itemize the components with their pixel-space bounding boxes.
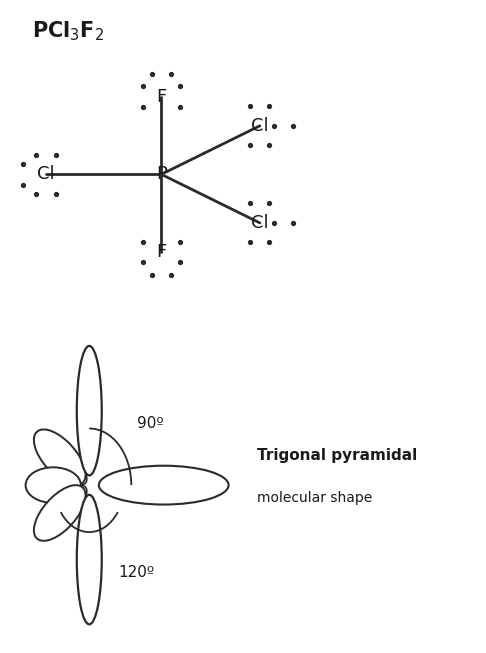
Ellipse shape: [62, 486, 87, 513]
Ellipse shape: [34, 485, 86, 541]
Text: F: F: [156, 88, 166, 106]
Ellipse shape: [77, 346, 102, 475]
Text: Cl: Cl: [251, 117, 269, 135]
Text: Cl: Cl: [37, 165, 55, 183]
Ellipse shape: [34, 430, 86, 485]
Text: PCl$_3$F$_2$: PCl$_3$F$_2$: [32, 19, 104, 42]
Text: P: P: [156, 165, 167, 183]
Text: 90º: 90º: [138, 416, 164, 431]
Ellipse shape: [77, 495, 102, 624]
Ellipse shape: [62, 457, 87, 485]
Text: 120º: 120º: [118, 565, 154, 580]
Ellipse shape: [26, 468, 81, 503]
Ellipse shape: [99, 466, 228, 505]
Text: F: F: [156, 243, 166, 261]
Text: molecular shape: molecular shape: [258, 491, 373, 505]
Text: Cl: Cl: [251, 214, 269, 232]
Text: Trigonal pyramidal: Trigonal pyramidal: [258, 449, 417, 464]
